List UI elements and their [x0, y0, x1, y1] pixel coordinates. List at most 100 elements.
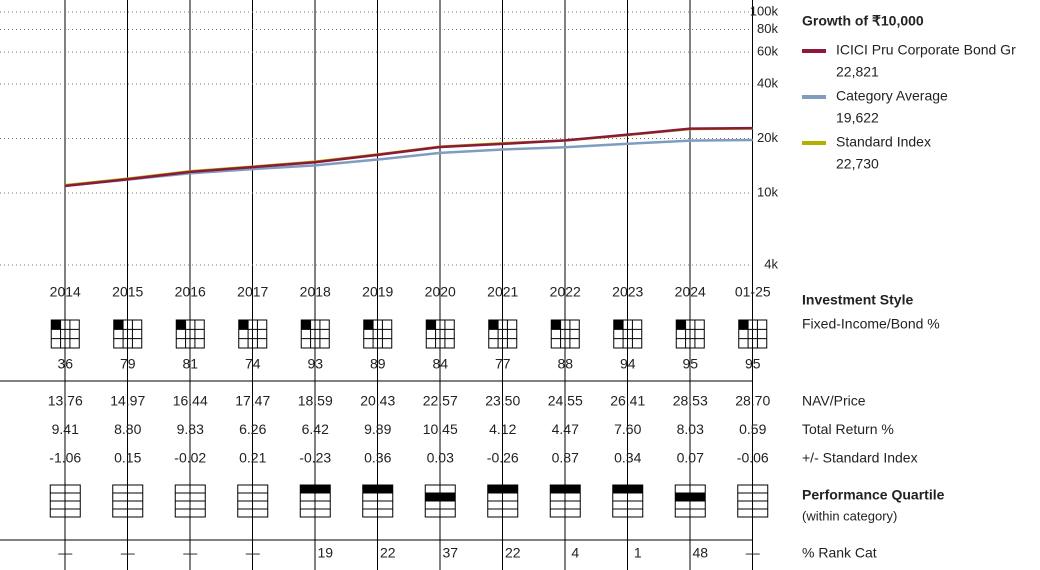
- cell: 0.59: [739, 421, 766, 437]
- cell: 16.44: [173, 393, 208, 409]
- legend-label: Standard Index: [836, 134, 931, 150]
- cell: —: [246, 545, 260, 561]
- year-label: 2021: [487, 284, 518, 300]
- style-box: [363, 319, 393, 349]
- year-label: 2023: [612, 284, 643, 300]
- cell: 10.45: [423, 421, 458, 437]
- year-label: 2015: [112, 284, 143, 300]
- style-box-fill: [113, 320, 124, 330]
- y-tick-label: 4k: [764, 256, 778, 271]
- cell: 20.43: [360, 393, 395, 409]
- style-value: 94: [620, 356, 636, 372]
- row-label: Total Return %: [802, 421, 894, 437]
- cell: —: [58, 545, 72, 561]
- year-label: 2020: [425, 284, 456, 300]
- cell: -0.23: [299, 450, 331, 466]
- style-value: 84: [432, 356, 448, 372]
- cell: 1: [634, 545, 642, 561]
- style-box-fill: [301, 320, 311, 330]
- legend-value: 19,622: [836, 110, 879, 126]
- series-line: [65, 138, 753, 188]
- style-value: 93: [307, 356, 323, 372]
- style-box-fill: [676, 320, 686, 330]
- cell: 6.26: [239, 421, 266, 437]
- year-label: 2024: [675, 284, 706, 300]
- year-label: 2019: [362, 284, 393, 300]
- y-tick-label: 60k: [757, 44, 778, 59]
- cell: 0.07: [677, 450, 704, 466]
- year-label: 2022: [550, 284, 581, 300]
- cell: 13.76: [48, 393, 83, 409]
- style-box-fill: [551, 320, 561, 330]
- series-line: [65, 126, 753, 188]
- style-box-fill: [613, 320, 624, 330]
- style-box-fill: [51, 320, 61, 330]
- cell: -0.26: [487, 450, 519, 466]
- legend-value: 22,821: [836, 64, 879, 80]
- cell: 18.59: [298, 393, 333, 409]
- legend-label: ICICI Pru Corporate Bond Gr: [836, 42, 1016, 58]
- year-label: 2014: [50, 284, 81, 300]
- legend-swatch: [802, 141, 826, 145]
- style-box-fill: [426, 320, 436, 330]
- style-box: [300, 319, 330, 349]
- cell: 48: [692, 545, 708, 561]
- cell: 0.87: [552, 450, 579, 466]
- cell: 22.57: [423, 393, 458, 409]
- row-label: +/- Standard Index: [802, 450, 918, 466]
- style-box: [113, 319, 143, 349]
- quartile-title: Performance Quartile: [802, 487, 945, 503]
- style-box: [738, 319, 768, 349]
- row-label: NAV/Price: [802, 393, 866, 409]
- style-value: 88: [557, 356, 573, 372]
- cell: 37: [442, 545, 458, 561]
- cell: 28.70: [735, 393, 770, 409]
- cell: 0.15: [114, 450, 141, 466]
- cell: 8.03: [677, 421, 704, 437]
- y-tick-label: 20k: [757, 130, 778, 145]
- style-value: 81: [182, 356, 198, 372]
- style-box: [50, 319, 80, 349]
- style-subtitle: Fixed-Income/Bond %: [802, 316, 940, 332]
- cell: 4.47: [552, 421, 579, 437]
- y-tick-label: 10k: [757, 184, 778, 199]
- style-box: [175, 319, 205, 349]
- cell: 17.47: [235, 393, 270, 409]
- cell: 9.89: [364, 421, 391, 437]
- cell: —: [183, 545, 197, 561]
- cell: 8.80: [114, 421, 141, 437]
- style-box-fill: [363, 320, 374, 330]
- style-box: [613, 319, 643, 349]
- cell: -0.06: [737, 450, 769, 466]
- style-value: 77: [495, 356, 511, 372]
- style-value: 95: [682, 356, 698, 372]
- style-box: [238, 319, 268, 349]
- cell: 23.50: [485, 393, 520, 409]
- cell: 28.53: [673, 393, 708, 409]
- quartile-fill: [550, 485, 581, 493]
- cell: 0.03: [427, 450, 454, 466]
- cell: 7.60: [614, 421, 641, 437]
- cell: 4: [571, 545, 579, 561]
- cell: 22: [380, 545, 396, 561]
- cell: -1.06: [49, 450, 81, 466]
- cell: 6.42: [302, 421, 329, 437]
- y-tick-label: 100k: [750, 3, 779, 18]
- legend-swatch: [802, 95, 826, 99]
- cell: -0.02: [174, 450, 206, 466]
- year-label: 2017: [237, 284, 268, 300]
- row-label: % Rank Cat: [802, 545, 877, 561]
- style-value: 74: [245, 356, 261, 372]
- cell: 24.55: [548, 393, 583, 409]
- quartile-fill: [362, 485, 393, 493]
- cell: 4.12: [489, 421, 516, 437]
- quartile-subtitle: (within category): [802, 508, 897, 523]
- style-value: 89: [370, 356, 386, 372]
- year-label: 2016: [175, 284, 206, 300]
- cell: 0.36: [364, 450, 391, 466]
- style-box: [675, 319, 705, 349]
- quartile-fill: [675, 493, 706, 501]
- style-box-fill: [176, 320, 186, 330]
- quartile-fill: [425, 493, 456, 501]
